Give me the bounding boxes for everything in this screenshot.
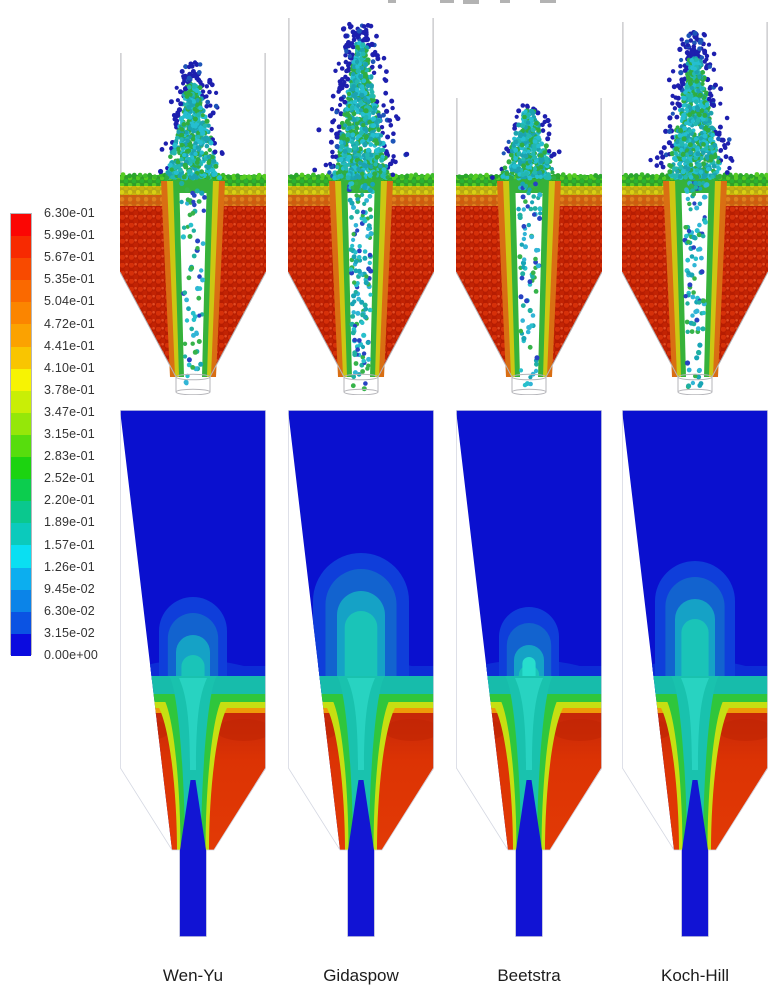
colorbar-segment [11, 258, 31, 281]
colorbar-tick-label: 3.78e-01 [44, 382, 95, 397]
colorbar-segment [11, 236, 31, 259]
contour-panel-Gidaspow [288, 410, 434, 937]
colorbar-segment [11, 523, 31, 546]
panel-label-gidaspow: Gidaspow [323, 966, 399, 985]
bottom-panel-slot [622, 410, 768, 942]
bottom-panel-slot [120, 410, 266, 942]
top-panel-slot [287, 15, 436, 400]
contour-panel-Wen-Yu [120, 410, 266, 937]
colorbar-tick-label: 2.83e-01 [44, 449, 95, 464]
top-panel-slot [621, 15, 769, 400]
colorbar-segment [11, 368, 31, 391]
colorbar-segment [11, 457, 31, 480]
particle-panel-Beetstra [455, 98, 603, 396]
colorbar-tick-label: 1.57e-01 [44, 537, 95, 552]
colorbar-tick-label: 3.15e-01 [44, 427, 95, 441]
colorbar-segment [11, 214, 31, 237]
colorbar-tick-label: 5.04e-01 [44, 294, 95, 309]
panel-label-beetstra: Beetstra [497, 966, 561, 985]
colorbar-segment [11, 346, 31, 369]
colorbar-segment [11, 611, 31, 634]
colorbar-tick-label: 1.26e-01 [44, 559, 95, 574]
contour-panel-Beetstra [456, 410, 602, 937]
colorbar-tick-label: 1.89e-01 [44, 515, 95, 530]
colorbar-segment [11, 434, 31, 458]
particle-panel-Gidaspow [287, 18, 436, 396]
colorbar-segment [11, 501, 31, 524]
colorbar-tick-label: 6.30e-01 [44, 206, 95, 220]
colorbar-tick-label: 4.10e-01 [44, 360, 95, 375]
top-panel-slot [455, 15, 603, 400]
colorbar-segment [11, 280, 31, 303]
colorbar-tick-label: 0.00e+00 [44, 648, 99, 662]
colorbar-tick-label: 5.99e-01 [44, 228, 95, 243]
colorbar-segment [11, 390, 31, 413]
particle-panel-Koch-Hill [621, 22, 769, 396]
colorbar-tick-label: 5.67e-01 [44, 250, 95, 265]
colorbar-tick-label: 2.52e-01 [44, 471, 95, 486]
colorbar-segment [11, 545, 31, 568]
colorbar-tick-label: 5.35e-01 [44, 272, 95, 287]
colorbar-tick-label: 4.41e-01 [44, 338, 95, 353]
colorbar-tick-label: 3.15e-02 [44, 625, 95, 640]
colorbar-tick-label: 2.20e-01 [44, 493, 95, 508]
colorbar-segment [11, 302, 31, 325]
particle-panel-Wen-Yu [119, 53, 267, 396]
colorbar-tick-label: 3.47e-01 [44, 404, 95, 419]
colorbar-tick-label: 4.72e-01 [44, 316, 95, 331]
bottom-panel-slot [456, 410, 602, 942]
panel-label-koch-hill: Koch-Hill [660, 966, 730, 985]
bottom-panel-slot [288, 410, 434, 942]
top-panel-slot [119, 15, 267, 400]
colorbar-segment [11, 479, 31, 502]
panel-label-wen-yu: Wen-Yu [162, 966, 224, 985]
colorbar-segment [11, 324, 31, 347]
colorbar [10, 213, 32, 656]
colorbar-segment [11, 589, 31, 612]
colorbar-tick-label: 6.30e-02 [44, 603, 95, 618]
colorbar-segment [11, 567, 31, 590]
colorbar-segment [11, 633, 31, 656]
colorbar-tick-label: 9.45e-02 [44, 581, 95, 596]
contour-panel-Koch-Hill [622, 410, 768, 937]
colorbar-segment [11, 412, 31, 435]
